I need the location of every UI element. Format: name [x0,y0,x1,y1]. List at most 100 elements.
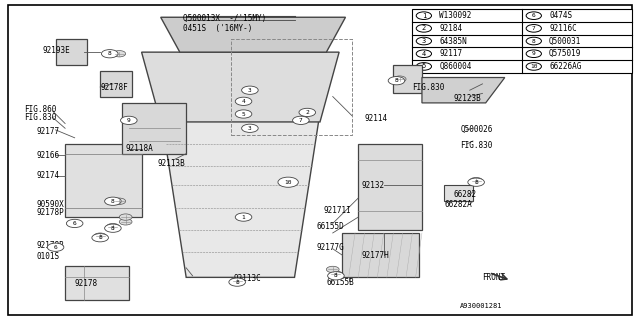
Text: FRONT: FRONT [483,273,506,282]
Text: 3: 3 [248,126,252,131]
Text: 66155D: 66155D [317,222,344,231]
Circle shape [236,97,252,105]
Text: FIG.830: FIG.830 [24,113,56,122]
Text: 3: 3 [248,88,252,93]
Circle shape [92,234,108,242]
Text: 5: 5 [242,111,245,116]
Text: 92177: 92177 [36,127,60,136]
Text: W130092: W130092 [439,11,472,20]
Circle shape [468,178,484,186]
Circle shape [113,198,125,204]
Text: 92178: 92178 [75,279,98,288]
Text: 4: 4 [242,99,245,104]
Text: 8: 8 [99,235,102,240]
Circle shape [526,63,541,70]
Text: 6: 6 [532,13,536,18]
Circle shape [242,124,258,132]
Text: 4: 4 [422,51,426,57]
Circle shape [416,25,431,32]
Text: 2: 2 [305,110,309,115]
Text: Q500013X  -/'15MY): Q500013X -/'15MY) [183,14,266,23]
Text: 8: 8 [395,78,398,83]
Circle shape [106,223,119,230]
Circle shape [526,25,541,32]
Circle shape [526,37,541,45]
Polygon shape [122,103,186,154]
Text: 0451S  ('16MY-): 0451S ('16MY-) [183,24,252,33]
Text: 64385N: 64385N [439,36,467,45]
Text: 92178P: 92178P [36,208,64,217]
Text: 66282: 66282 [454,190,477,199]
Text: 6: 6 [54,245,58,250]
Polygon shape [444,185,473,201]
Text: 9: 9 [532,51,536,56]
Text: 92177G: 92177G [317,243,344,252]
Text: 9: 9 [127,118,131,123]
Circle shape [328,272,344,280]
Text: 66226AG: 66226AG [549,62,582,71]
Text: 10: 10 [284,180,292,185]
Circle shape [119,214,132,220]
Text: 92178F: 92178F [100,83,128,92]
Circle shape [470,178,483,184]
Circle shape [104,197,121,205]
Circle shape [113,51,125,57]
Text: 92113C: 92113C [234,275,262,284]
Text: 8: 8 [111,226,115,231]
Text: 0474S: 0474S [549,11,572,20]
Circle shape [67,219,83,228]
Circle shape [326,266,339,273]
Text: 8: 8 [111,199,115,204]
Circle shape [236,110,252,118]
Text: 5: 5 [422,63,426,69]
Text: 92178B: 92178B [36,241,64,250]
Circle shape [119,219,132,225]
Text: 92113B: 92113B [157,159,185,168]
Circle shape [526,50,541,58]
Text: 1: 1 [242,215,245,220]
Circle shape [104,224,121,232]
Circle shape [416,63,431,70]
Text: Q860004: Q860004 [439,62,472,71]
Text: 8: 8 [334,273,338,278]
Text: 8: 8 [474,180,478,185]
Circle shape [229,278,246,286]
Circle shape [236,213,252,221]
Text: 92177H: 92177H [362,251,389,260]
Polygon shape [56,39,88,65]
Circle shape [299,108,316,116]
Polygon shape [65,144,141,217]
Polygon shape [65,266,129,300]
Text: 92193E: 92193E [43,46,70,55]
Circle shape [394,76,406,82]
Circle shape [388,76,404,85]
Text: 90590X: 90590X [36,200,64,209]
Text: FIG.830: FIG.830 [460,141,493,150]
Text: 92132: 92132 [362,181,385,190]
Text: Q500026: Q500026 [460,125,493,134]
Text: 7: 7 [532,26,536,31]
Text: 0101S: 0101S [36,252,60,261]
Text: 8: 8 [236,280,239,284]
Circle shape [120,116,137,124]
Text: 66155B: 66155B [326,278,354,287]
Text: 10: 10 [530,64,538,69]
Text: 8: 8 [108,51,111,56]
Polygon shape [100,71,132,97]
Text: 6: 6 [73,221,77,226]
Polygon shape [342,233,419,277]
FancyBboxPatch shape [8,4,632,316]
Text: 3: 3 [422,38,426,44]
Text: 92114: 92114 [365,114,388,123]
Text: FIG.830: FIG.830 [412,83,445,92]
Bar [412,9,632,73]
Circle shape [416,50,431,58]
Text: 92118A: 92118A [125,144,154,153]
Text: 8: 8 [532,38,536,44]
Text: 92116C: 92116C [549,24,577,33]
Text: 7: 7 [299,118,303,123]
Circle shape [526,12,541,20]
Circle shape [278,177,298,187]
Circle shape [330,271,342,277]
Polygon shape [422,77,505,103]
